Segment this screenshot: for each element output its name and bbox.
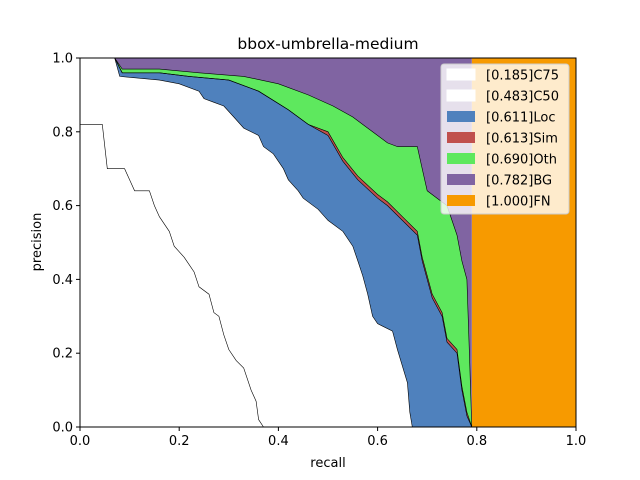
legend-label: [0.782]BG	[486, 174, 552, 189]
curve-0-690-oth	[114, 57, 473, 428]
legend-swatch	[447, 153, 475, 164]
x-tick-label: 0.6	[367, 434, 388, 449]
x-tick-label: 0.8	[466, 434, 487, 449]
legend-label: [0.185]C75	[486, 69, 559, 84]
legend-label: [0.690]Oth	[486, 153, 557, 168]
legend-swatch	[447, 174, 475, 185]
curve-0-483-c50	[80, 57, 413, 428]
y-tick-label: 0.6	[52, 199, 73, 214]
area-layers	[80, 58, 576, 427]
legend-swatch	[447, 195, 475, 206]
curve-0-613-sim	[114, 57, 473, 428]
legend-label: [0.611]Loc	[486, 111, 555, 126]
x-tick-label: 0.0	[70, 434, 91, 449]
area-0-185-c75	[80, 58, 264, 427]
legend-label: [0.483]C50	[486, 90, 559, 105]
plot-frame	[79, 57, 577, 428]
legend-label: [1.000]FN	[486, 195, 551, 210]
legend: [0.185]C75 [0.483]C50 [0.611]Loc [0.613]Sim…	[440, 63, 570, 215]
legend-swatch	[446, 68, 476, 81]
x-tick-label: 1.0	[566, 434, 587, 449]
curve-0-185-c75	[80, 124, 264, 428]
y-tick-label: 0.0	[52, 421, 73, 436]
legend-swatch	[447, 132, 475, 143]
legend-swatch	[446, 89, 476, 102]
y-tick-label: 0.4	[52, 273, 73, 288]
x-axis: 0.0 0.2 0.4 0.6 0.8 1.0	[70, 427, 587, 449]
legend-label: [0.613]Sim	[486, 132, 558, 147]
x-tick-label: 0.2	[169, 434, 190, 449]
y-tick-label: 0.2	[52, 347, 73, 362]
chart-title: bbox-umbrella-medium	[237, 35, 418, 53]
x-tick-label: 0.4	[268, 434, 289, 449]
curve-lines	[80, 57, 473, 428]
y-axis: 0.0 0.2 0.4 0.6 0.8 1.0	[52, 52, 80, 436]
y-tick-label: 0.8	[52, 125, 73, 140]
y-axis-label: precision	[30, 213, 45, 272]
x-axis-label: recall	[310, 456, 345, 471]
legend-items: [0.185]C75 [0.483]C50 [0.611]Loc [0.613]Sim…	[446, 68, 559, 210]
y-tick-label: 1.0	[52, 52, 73, 67]
legend-swatch	[447, 111, 475, 122]
